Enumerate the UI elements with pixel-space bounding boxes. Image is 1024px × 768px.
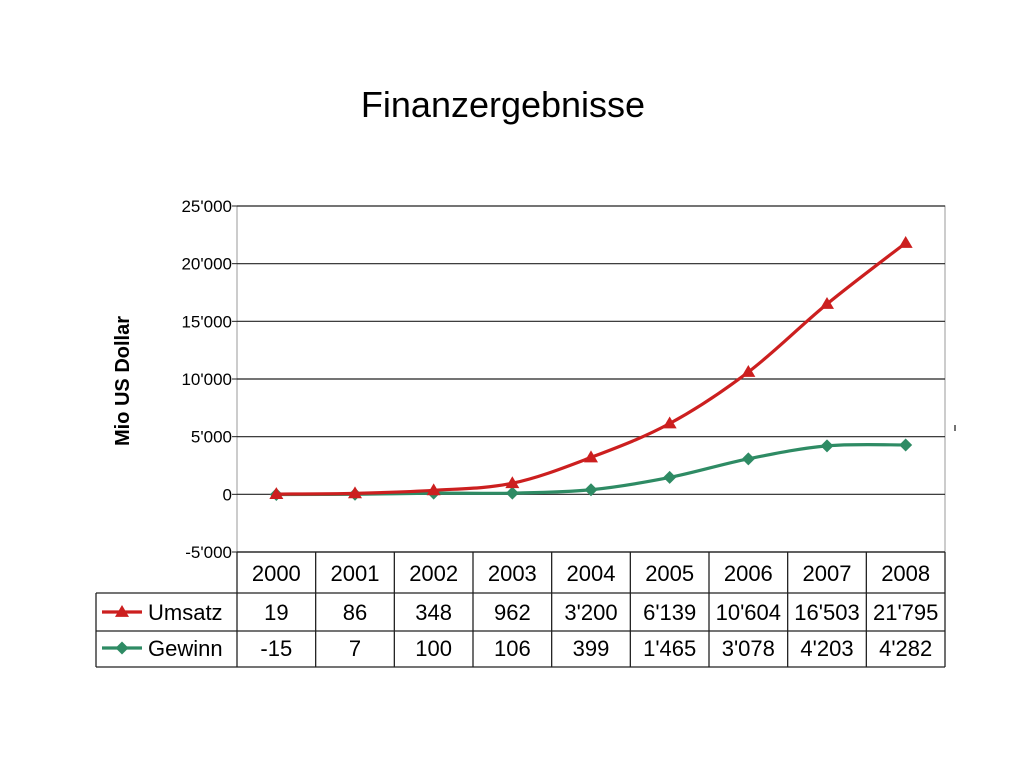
data-label-gewinn: 4'203 (800, 636, 853, 661)
data-label-gewinn: 100 (415, 636, 452, 661)
y-tick-label: 10'000 (181, 370, 232, 389)
x-category-label: 2007 (803, 561, 852, 586)
data-label-umsatz: 86 (343, 600, 367, 625)
data-label-gewinn: 3'078 (722, 636, 775, 661)
data-label-umsatz: 6'139 (643, 600, 696, 625)
data-point-umsatz (348, 486, 362, 499)
data-label-umsatz: 19 (264, 600, 288, 625)
data-label-gewinn: 399 (573, 636, 610, 661)
y-tick-label: -5'000 (185, 543, 232, 562)
data-point-gewinn (584, 483, 598, 497)
y-tick-label: 20'000 (181, 255, 232, 274)
legend-label-gewinn: Gewinn (148, 636, 223, 661)
data-point-gewinn (741, 452, 755, 466)
grid-lines (232, 205, 956, 553)
legend-marker-umsatz (115, 605, 129, 617)
series-lines (269, 235, 913, 502)
data-point-umsatz (741, 365, 756, 377)
data-label-gewinn: 7 (349, 636, 361, 661)
data-label-umsatz: 10'604 (716, 600, 781, 625)
data-point-umsatz (426, 483, 441, 496)
y-tick-label: 0 (223, 485, 232, 504)
series-line-umsatz (276, 241, 907, 496)
x-category-label: 2005 (645, 561, 694, 586)
y-tick-label: 15'000 (181, 312, 232, 331)
data-point-umsatz (505, 476, 520, 489)
data-point-gewinn (820, 439, 834, 453)
data-point-gewinn (663, 470, 677, 484)
data-label-umsatz: 3'200 (564, 600, 617, 625)
x-category-label: 2002 (409, 561, 458, 586)
y-tick-labels: -5'000 0 5'000 10'000 15'000 20'000 25'000 (181, 197, 232, 562)
x-category-label: 2001 (331, 561, 380, 586)
x-category-label: 2000 (252, 561, 301, 586)
data-label-umsatz: 21'795 (873, 600, 938, 625)
data-point-umsatz (898, 235, 913, 248)
data-point-umsatz (584, 450, 598, 463)
data-point-umsatz (820, 296, 834, 309)
x-category-label: 2006 (724, 561, 773, 586)
data-table: 2000 2001 2002 2003 2004 2005 2006 2007 2008 Umsa… (95, 551, 946, 668)
slide-title: Finanzergebnisse (360, 84, 646, 125)
x-category-label: 2003 (488, 561, 537, 586)
data-label-gewinn: 106 (494, 636, 531, 661)
y-axis-label: Mio US Dollar (112, 316, 134, 446)
x-category-label: 2008 (881, 561, 930, 586)
x-category-label: 2004 (567, 561, 616, 586)
data-label-umsatz: 348 (415, 600, 452, 625)
data-label-gewinn: 4'282 (879, 636, 932, 661)
data-point-umsatz (269, 487, 284, 500)
data-point-umsatz (662, 416, 677, 429)
data-point-gewinn (505, 486, 519, 500)
data-label-umsatz: 16'503 (794, 600, 859, 625)
legend-label-umsatz: Umsatz (148, 600, 223, 625)
data-label-gewinn: 1'465 (643, 636, 696, 661)
legend-marker-gewinn (115, 641, 129, 655)
data-label-umsatz: 962 (494, 600, 531, 625)
y-tick-label: 25'000 (181, 197, 232, 216)
data-point-gewinn (899, 438, 913, 452)
y-tick-label: 5'000 (191, 428, 232, 447)
data-label-gewinn: -15 (260, 636, 292, 661)
